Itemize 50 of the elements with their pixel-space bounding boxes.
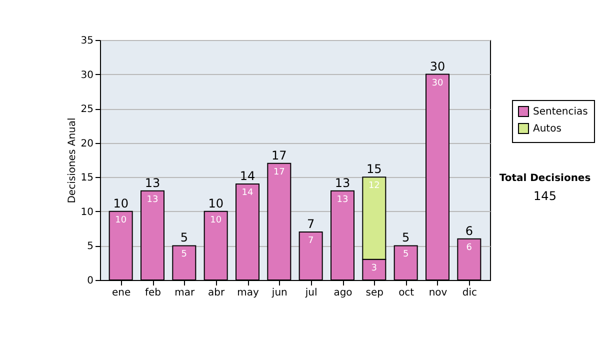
text: Total Decisiones xyxy=(499,173,591,184)
total-label: 10 xyxy=(113,196,128,210)
y-tick-label: 10 xyxy=(80,206,94,218)
y-tick-label: 35 xyxy=(80,36,94,46)
x-tick-label: nov xyxy=(428,288,448,298)
total-label: 7 xyxy=(307,217,315,231)
y-axis-title: Decisiones Anual xyxy=(66,118,78,204)
x-tick-label: mar xyxy=(174,288,196,298)
data-label: 14 xyxy=(242,188,254,198)
x-tick-label: feb xyxy=(144,288,162,298)
text: 145 xyxy=(534,189,556,203)
y-tick-label: 20 xyxy=(80,138,94,150)
x-tick-label: dic xyxy=(462,288,477,298)
total-label: 15 xyxy=(366,162,382,176)
legend-label: Sentencias xyxy=(533,106,588,118)
data-label: 5 xyxy=(402,250,409,260)
y-tick-label: 25 xyxy=(80,104,94,116)
y-tick-label: 5 xyxy=(87,241,94,252)
total-label: 13 xyxy=(144,176,160,190)
data-label: 13 xyxy=(146,194,158,205)
total-label: 6 xyxy=(465,224,473,238)
total-label: 17 xyxy=(272,148,287,162)
x-tick-label: sep xyxy=(366,288,384,298)
x-tick-label: ago xyxy=(334,288,352,298)
y-tick-label: 30 xyxy=(80,70,94,81)
data-label: 13 xyxy=(336,194,348,205)
x-tick-label: oct xyxy=(398,288,414,298)
total-label: 5 xyxy=(402,230,410,245)
data-label: 6 xyxy=(466,242,472,253)
data-label: 10 xyxy=(210,215,222,226)
total-label: 5 xyxy=(180,230,188,245)
x-tick-label: jun xyxy=(270,288,288,298)
total-label: 10 xyxy=(208,196,224,210)
data-label: 3 xyxy=(371,263,378,274)
total-label: 30 xyxy=(430,59,446,74)
total-label: 14 xyxy=(240,169,256,183)
y-tick-label: 0 xyxy=(87,276,94,286)
data-label: 5 xyxy=(181,250,188,260)
y-tick-label: 15 xyxy=(80,172,94,184)
data-label: 7 xyxy=(308,236,314,246)
x-tick-label: may xyxy=(237,288,259,298)
x-tick-label: ene xyxy=(112,288,131,298)
total-label: 13 xyxy=(334,176,350,190)
data-label: 10 xyxy=(115,215,127,226)
data-label: 30 xyxy=(432,78,444,88)
x-tick-label: abr xyxy=(208,288,226,298)
legend-label: Autos xyxy=(533,124,562,134)
data-label: 12 xyxy=(368,181,380,192)
data-label: 17 xyxy=(273,167,285,178)
x-tick-label: jul xyxy=(304,288,318,298)
